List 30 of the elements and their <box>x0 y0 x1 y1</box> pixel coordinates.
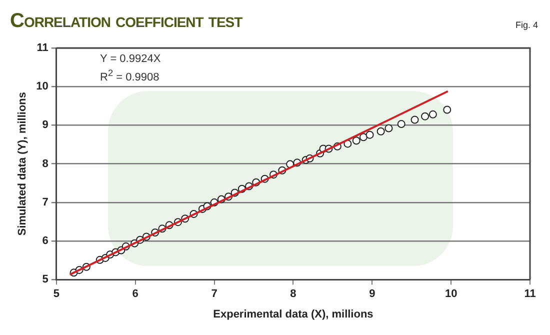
x-tick-label: 5 <box>53 288 60 300</box>
x-tick-label: 8 <box>290 288 296 300</box>
x-tick-label: 7 <box>211 288 218 300</box>
y-tick-label: 9 <box>42 119 48 132</box>
point <box>443 106 452 114</box>
point <box>421 112 430 120</box>
point <box>410 116 419 124</box>
x-tick-label: 6 <box>132 288 138 300</box>
y-tick-label: 10 <box>36 80 48 93</box>
point <box>397 120 406 128</box>
annotation: R$^{2}$ = 0.9908 <box>100 67 160 85</box>
y-tick-label: 5 <box>42 274 48 286</box>
caption: Fig. 4 <box>515 20 538 30</box>
x-tick-label: 11 <box>524 288 536 300</box>
annotation: Y = 0.9924X <box>100 53 161 66</box>
y-axis-title: Simulated data (Y), millions <box>16 92 29 236</box>
point <box>359 133 368 142</box>
y-tick-label: 11 <box>36 42 48 54</box>
point <box>366 130 374 139</box>
point <box>352 136 360 145</box>
y-tick-label: 8 <box>42 158 48 170</box>
y-tick-label: 7 <box>42 196 48 208</box>
y-tick-label: 6 <box>42 235 48 248</box>
x-tick-label: 10 <box>444 288 458 300</box>
chart-title: Correlation coefficient test <box>10 10 242 33</box>
point <box>376 127 385 136</box>
point <box>384 124 393 132</box>
point <box>428 110 437 118</box>
x-tick-label: 9 <box>369 288 376 300</box>
x-axis-title: Experimental data (X), millions <box>213 308 374 320</box>
